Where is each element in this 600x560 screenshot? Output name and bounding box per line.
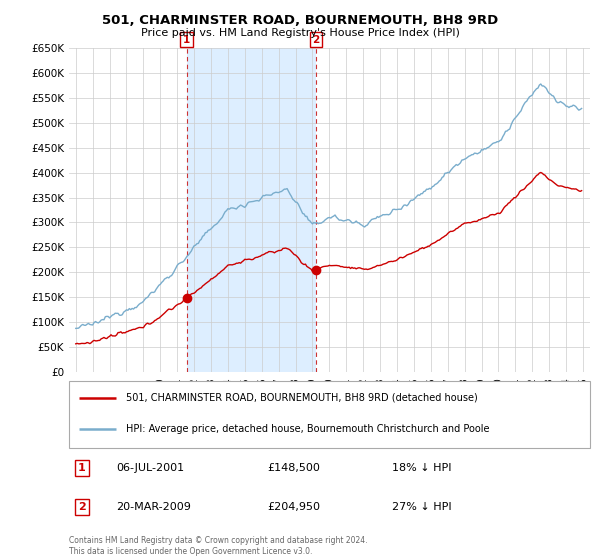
Text: Price paid vs. HM Land Registry's House Price Index (HPI): Price paid vs. HM Land Registry's House … <box>140 28 460 38</box>
Text: £148,500: £148,500 <box>267 463 320 473</box>
Text: 501, CHARMINSTER ROAD, BOURNEMOUTH, BH8 9RD: 501, CHARMINSTER ROAD, BOURNEMOUTH, BH8 … <box>102 14 498 27</box>
Bar <box>187 48 316 372</box>
Text: 18% ↓ HPI: 18% ↓ HPI <box>392 463 451 473</box>
Text: 20-MAR-2009: 20-MAR-2009 <box>116 502 191 512</box>
Text: Contains HM Land Registry data © Crown copyright and database right 2024.
This d: Contains HM Land Registry data © Crown c… <box>69 536 367 556</box>
Text: 1: 1 <box>78 463 86 473</box>
Text: 501, CHARMINSTER ROAD, BOURNEMOUTH, BH8 9RD (detached house): 501, CHARMINSTER ROAD, BOURNEMOUTH, BH8 … <box>126 393 478 403</box>
Text: 2: 2 <box>313 35 320 45</box>
Text: 1: 1 <box>183 35 190 45</box>
Text: 2: 2 <box>78 502 86 512</box>
Text: £204,950: £204,950 <box>267 502 320 512</box>
Text: HPI: Average price, detached house, Bournemouth Christchurch and Poole: HPI: Average price, detached house, Bour… <box>126 424 490 434</box>
Text: 27% ↓ HPI: 27% ↓ HPI <box>392 502 452 512</box>
FancyBboxPatch shape <box>69 381 590 448</box>
Text: 06-JUL-2001: 06-JUL-2001 <box>116 463 184 473</box>
